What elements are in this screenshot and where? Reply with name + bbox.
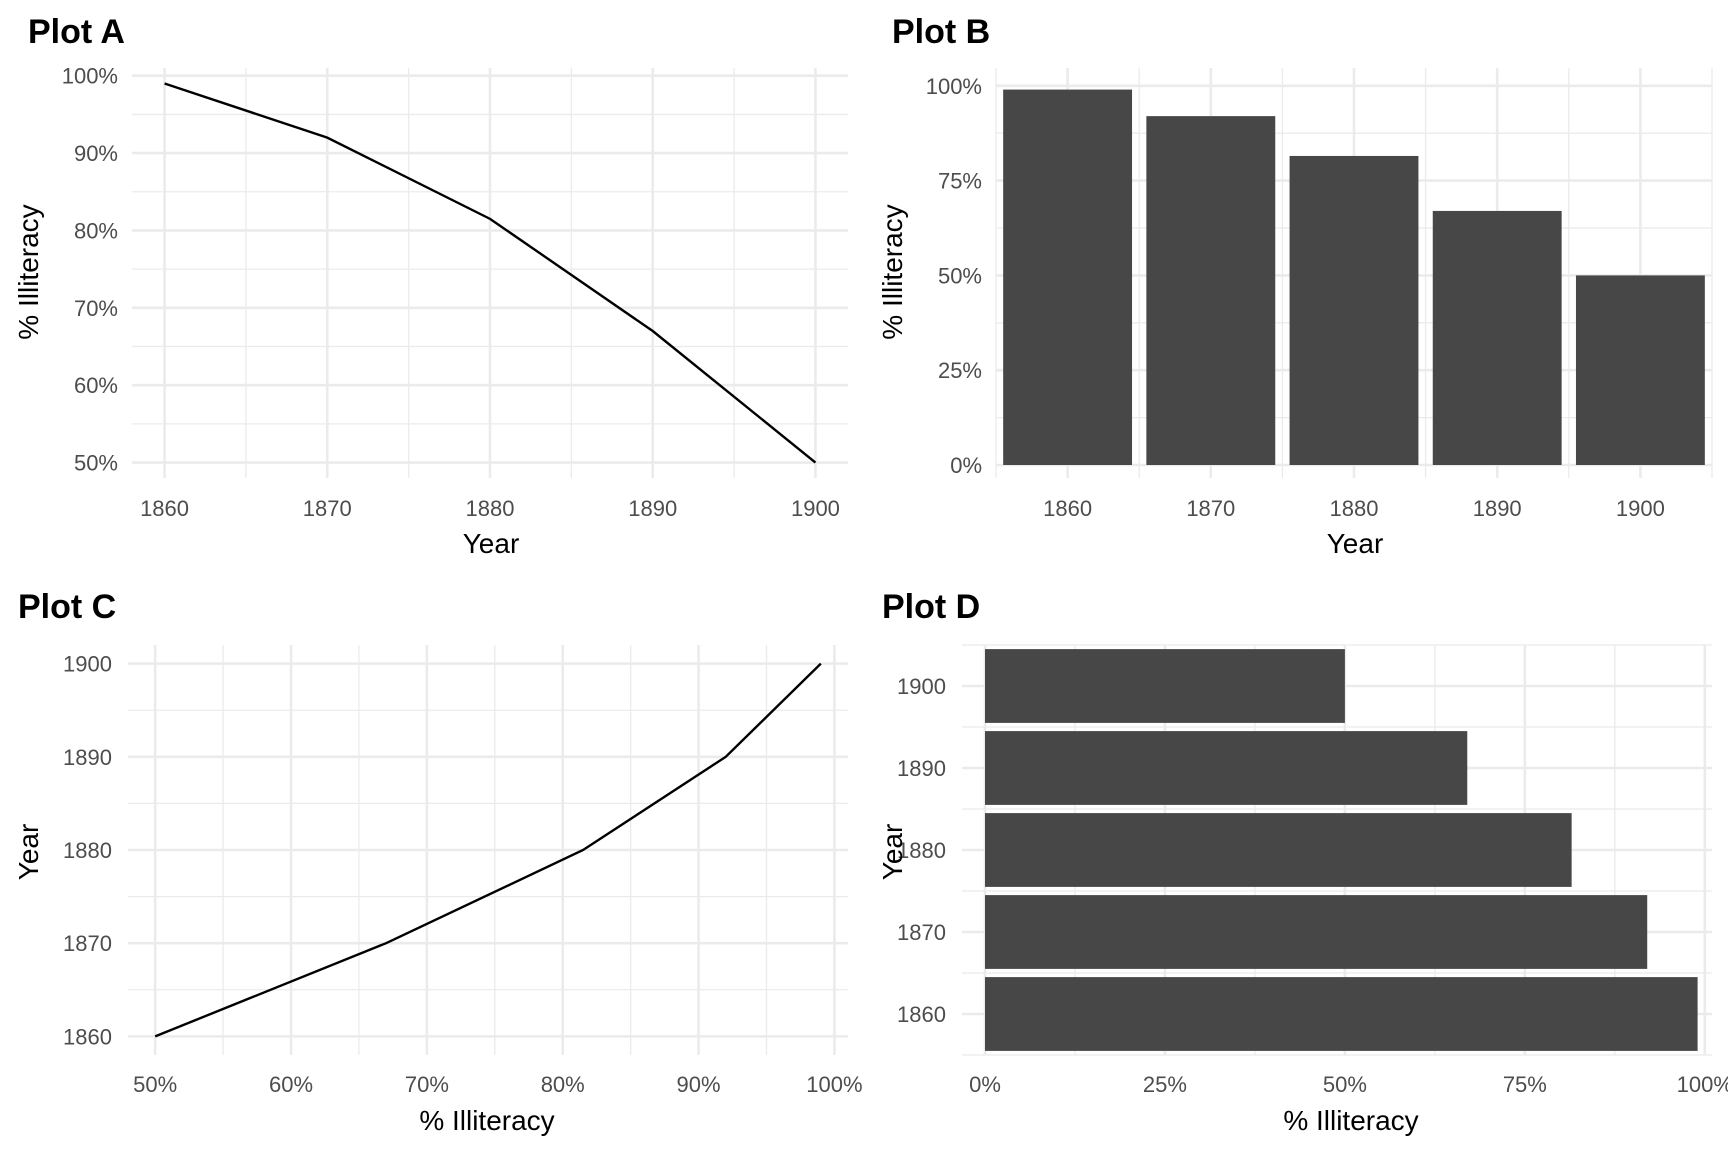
plot-c-y-tick-label: 1860 <box>63 1024 112 1049</box>
plot-b-x-axis-label: Year <box>1327 528 1384 559</box>
plot-b-bar <box>1289 155 1419 465</box>
plot-a-tick-labels: 1860 1870 1880 1890 1900 50% 60% 70% 80% 90% 100% <box>62 64 840 521</box>
plot-b-y-tick-label: 0% <box>950 453 982 478</box>
plot-b-x-tick-label: 1900 <box>1616 496 1665 521</box>
plot-b-x-tick-label: 1890 <box>1473 496 1522 521</box>
plot-d-bar <box>985 895 1648 969</box>
plot-b-bar <box>1575 275 1705 465</box>
plot-d-bar <box>985 649 1345 723</box>
plot-c-x-tick-label: 60% <box>269 1072 313 1097</box>
plot-c-x-tick-label: 70% <box>405 1072 449 1097</box>
panel-a: Plot A 1860 1870 1880 1890 1900 50% 60% 70% 80% 9… <box>13 13 848 559</box>
plot-d-x-tick-label: 100% <box>1677 1072 1728 1097</box>
plot-d-y-tick-label: 1870 <box>897 920 946 945</box>
plot-c-x-tick-label: 90% <box>677 1072 721 1097</box>
plot-a-marks <box>164 82 817 464</box>
plot-c-series-line <box>154 662 822 1038</box>
plot-d-x-tick-label: 50% <box>1323 1072 1367 1097</box>
plot-c-x-tick-label: 80% <box>541 1072 585 1097</box>
panel-b: Plot B 1860 1870 1880 1890 1900 0% 25% 50% 75% 10… <box>877 13 1713 559</box>
plot-c-title: Plot C <box>18 588 116 626</box>
plot-b-title: Plot B <box>892 13 990 51</box>
plot-b-y-tick-label: 75% <box>938 169 982 194</box>
plot-a-y-axis-label: % Illiteracy <box>13 204 44 339</box>
plot-b-y-tick-label: 50% <box>938 263 982 288</box>
plot-b-x-tick-label: 1880 <box>1330 496 1379 521</box>
plot-d-bar <box>985 731 1468 805</box>
plot-c-tick-labels: 50% 60% 70% 80% 90% 100% 1860 1870 1880 1890 1900 <box>63 652 863 1097</box>
plot-a-title: Plot A <box>28 13 125 51</box>
plot-d-bar <box>985 977 1698 1051</box>
plot-c-y-tick-label: 1870 <box>63 931 112 956</box>
plot-a-y-tick-label: 70% <box>74 296 118 321</box>
plot-c-y-axis-label: Year <box>13 824 44 881</box>
plot-b-y-tick-label: 100% <box>926 74 982 99</box>
plot-d-y-tick-label: 1860 <box>897 1002 946 1027</box>
plot-a-y-tick-label: 100% <box>62 64 118 89</box>
plot-b-marks <box>1003 89 1705 465</box>
plot-a-x-tick-label: 1860 <box>140 496 189 521</box>
panel-c: Plot C 50% 60% 70% 80% 90% 100% 1860 1870 1880 18… <box>13 588 863 1136</box>
plot-c-gridlines <box>128 645 848 1055</box>
plot-c-x-tick-label: 100% <box>806 1072 862 1097</box>
plot-a-y-tick-label: 50% <box>74 451 118 476</box>
plot-b-x-tick-label: 1860 <box>1043 496 1092 521</box>
plot-a-x-tick-label: 1870 <box>303 496 352 521</box>
plot-b-bar <box>1003 89 1133 465</box>
plot-d-x-axis-label: % Illiteracy <box>1283 1105 1418 1136</box>
plot-d-marks <box>985 649 1698 1051</box>
plot-c-x-tick-label: 50% <box>133 1072 177 1097</box>
plot-c-y-tick-label: 1890 <box>63 745 112 770</box>
panel-d: Plot D 1860 1870 1880 1890 1900 0% 25% 50% 75% 10… <box>877 588 1728 1136</box>
plot-c-y-tick-label: 1900 <box>63 652 112 677</box>
plot-b-x-tick-label: 1870 <box>1186 496 1235 521</box>
plot-d-title: Plot D <box>882 588 980 626</box>
plot-a-x-tick-label: 1900 <box>791 496 840 521</box>
plot-a-x-tick-label: 1890 <box>628 496 677 521</box>
plot-c-marks <box>154 662 822 1038</box>
plot-d-y-tick-label: 1890 <box>897 756 946 781</box>
plot-d-y-axis-label: Year <box>877 824 908 881</box>
plot-d-tick-labels: 1860 1870 1880 1890 1900 0% 25% 50% 75% 100% <box>897 674 1728 1097</box>
plot-a-y-tick-label: 60% <box>74 373 118 398</box>
plot-a-x-axis-label: Year <box>463 528 520 559</box>
plot-d-x-tick-label: 75% <box>1503 1072 1547 1097</box>
plot-a-gridlines <box>132 68 848 478</box>
plot-b-y-tick-label: 25% <box>938 358 982 383</box>
plot-d-x-tick-label: 0% <box>969 1072 1001 1097</box>
plot-c-y-tick-label: 1880 <box>63 838 112 863</box>
plot-a-x-tick-label: 1880 <box>466 496 515 521</box>
plot-d-y-tick-label: 1900 <box>897 674 946 699</box>
plot-b-bar <box>1146 116 1276 465</box>
plot-d-bar <box>985 813 1572 887</box>
plot-b-y-axis-label: % Illiteracy <box>877 204 908 339</box>
plot-c-x-axis-label: % Illiteracy <box>419 1105 554 1136</box>
plot-a-series-line <box>164 82 817 464</box>
plot-b-tick-labels: 1860 1870 1880 1890 1900 0% 25% 50% 75% 100% <box>926 74 1665 521</box>
plot-d-y-tick-label: 1880 <box>897 838 946 863</box>
plot-a-y-tick-label: 80% <box>74 218 118 243</box>
plot-b-bar <box>1432 210 1562 465</box>
plot-d-x-tick-label: 25% <box>1143 1072 1187 1097</box>
plot-a-y-tick-label: 90% <box>74 141 118 166</box>
